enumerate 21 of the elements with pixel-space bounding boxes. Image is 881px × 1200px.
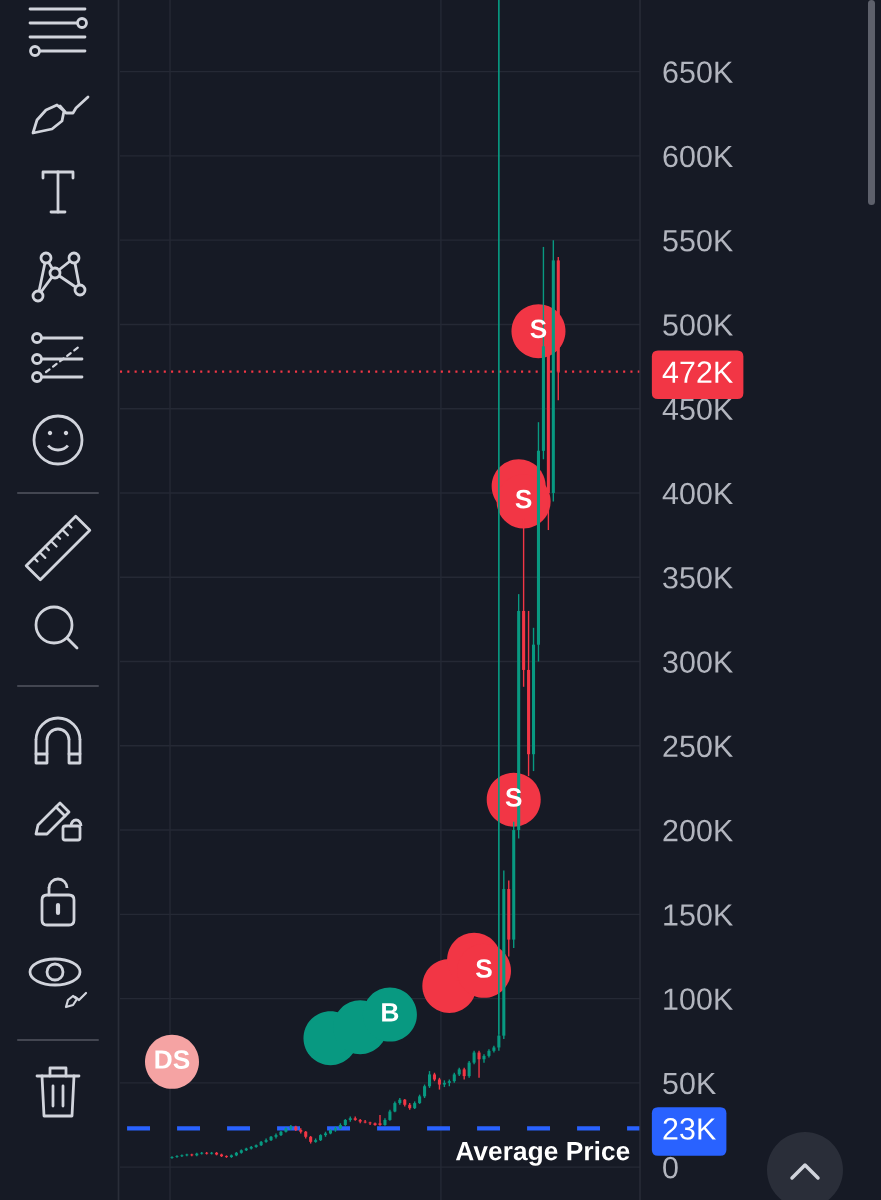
y-tick-label: 500K [663,314,733,336]
y-tick-label: 350K [663,566,733,589]
data-label: S [515,489,532,509]
y-tick-label: 550K [663,229,733,252]
y-tick-label: 300K [663,651,733,673]
y-tick-label: 450K [662,398,733,421]
y-tick-label: 600K [663,145,733,168]
y-tick-label: 200K [663,819,733,842]
y-tick-label: 650K [663,61,733,83]
data-label: B [382,1003,399,1022]
y-tick-label: 250K [663,735,733,758]
y-tick-label: 472K [662,361,733,383]
y-tick-label: 0 [663,1156,678,1179]
y-tick-label: 100K [664,988,733,1010]
y-tick-label: 23K [663,1118,716,1140]
data-label: S [475,959,492,978]
y-tick-label: 150K [664,904,733,926]
y-tick-label: 400K [662,482,733,505]
ref-line-label: Average Price [455,1141,630,1166]
data-label: DS [155,1050,190,1069]
y-tick-label: 50K [663,1072,716,1095]
